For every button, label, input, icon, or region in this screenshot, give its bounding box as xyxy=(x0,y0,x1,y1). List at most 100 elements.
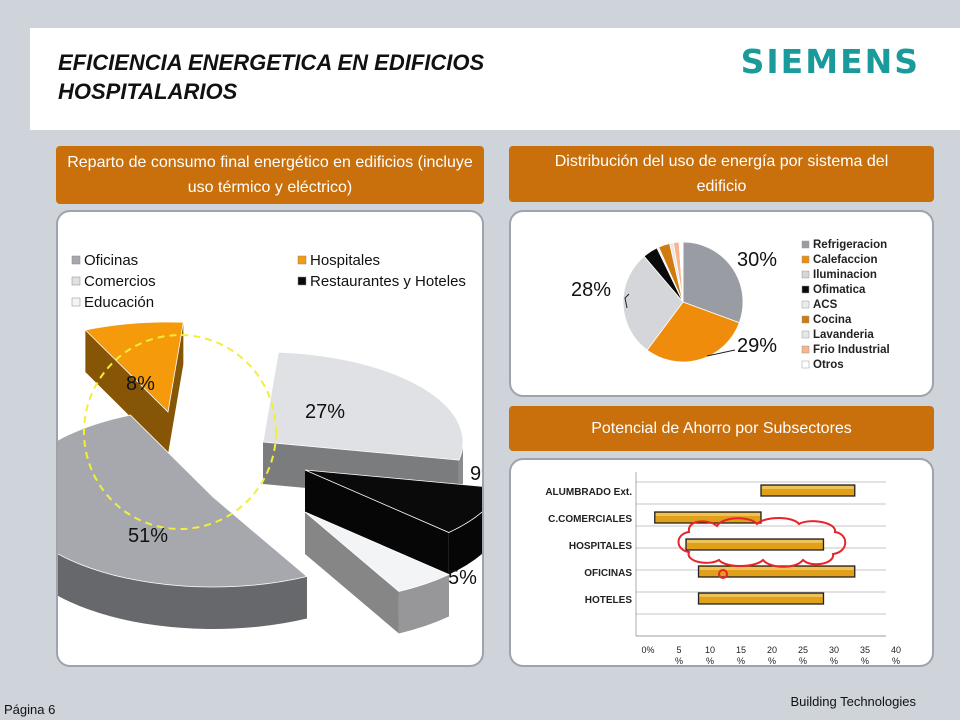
left-chart-band-text: Reparto de consumo final energético en e… xyxy=(67,154,473,196)
energy-use-pie-chart: 30% 29% 28% Refrigeracion Calefaccion Ilumina… xyxy=(571,239,890,371)
legend-label-comercios: Comercios xyxy=(84,273,156,290)
energy-label-refrigeracion: 30% xyxy=(737,249,777,271)
bar-shine-hospitales xyxy=(687,540,823,543)
leader-line-iluminacion xyxy=(624,293,630,309)
bar-alumbrado-ext xyxy=(760,484,856,497)
left-chart-band: Reparto de consumo final energético en e… xyxy=(56,146,484,204)
pie-slice-top-comercios xyxy=(262,351,464,461)
bar-shine-alumbrado-ext xyxy=(762,486,854,489)
energy-slice-calefaccion xyxy=(646,301,740,363)
x-tick-5: 25 xyxy=(798,645,808,655)
pie-slice-restaurantes-y-hoteles xyxy=(304,469,482,575)
right-top-band-text: Distribución del uso de energía por sist… xyxy=(554,153,889,195)
pie-label-restaurantes-y-hoteles: 9% xyxy=(470,463,484,485)
legend-swatch-hospitales xyxy=(297,255,307,265)
legend-label-educaci-n: Educación xyxy=(84,294,154,311)
bar-category-hoteles: HOTELES xyxy=(585,595,633,606)
energy-legend-swatch-calefaccion xyxy=(801,255,810,264)
legend-label-restaurantes-y-hoteles: Restaurantes y Hoteles xyxy=(310,273,466,290)
pie-slice-top-oficinas xyxy=(58,414,308,588)
x-tick-unit-4: % xyxy=(768,656,776,666)
bar-category-oficinas: OFICINAS xyxy=(584,568,632,579)
siemens-logo: SIEMENS xyxy=(740,42,920,81)
highlight-circle xyxy=(83,334,277,530)
energy-legend-swatch-frio-industrial xyxy=(801,345,810,354)
x-tick-unit-1: % xyxy=(675,656,683,666)
legend-label-hospitales: Hospitales xyxy=(310,252,380,269)
x-tick-3: 15 xyxy=(736,645,746,655)
x-tick-unit-6: % xyxy=(830,656,838,666)
plot-area xyxy=(636,472,886,636)
savings-bar-panel: ALUMBRADO Ext. C.COMERCIALES HOSPITALES OFI… xyxy=(509,458,934,667)
energy-legend-swatch-refrigeracion xyxy=(801,240,810,249)
energy-legend-swatch-ofimatica xyxy=(801,285,810,294)
right-top-band: Distribución del uso de energía por sist… xyxy=(509,146,934,202)
page-number: Página 6 xyxy=(4,702,56,717)
x-tick-6: 30 xyxy=(829,645,839,655)
consumption-pie-panel: Oficinas Hospitales Comercios Restaurantes … xyxy=(56,210,484,667)
pie-slice-rim-restaurantes-y-hoteles-0 xyxy=(448,511,482,575)
bar-shine-oficinas xyxy=(699,567,854,570)
consumption-pie-chart: Oficinas Hospitales Comercios Restaurantes … xyxy=(58,252,484,634)
x-tick-unit-3: % xyxy=(737,656,745,666)
right-bottom-band: Potencial de Ahorro por Subsectores xyxy=(509,406,934,451)
energy-legend-label-frio-industrial: Frio Industrial xyxy=(813,344,890,356)
x-tick-unit-5: % xyxy=(799,656,807,666)
legend-swatch-educaci-n xyxy=(71,297,81,307)
pie-slice-oficinas xyxy=(58,414,308,629)
right-bottom-band-text: Potencial de Ahorro por Subsectores xyxy=(591,420,852,437)
pie-slice-top-restaurantes-y-hoteles xyxy=(304,469,482,533)
x-tick-7: 35 xyxy=(860,645,870,655)
pie-label-comercios: 27% xyxy=(305,401,345,423)
legend-swatch-restaurantes-y-hoteles xyxy=(297,276,307,286)
page-title: EFICIENCIA ENERGETICA EN EDIFICIOS HOSPI… xyxy=(58,50,485,104)
energy-legend-label-lavanderia: Lavanderia xyxy=(813,329,874,341)
pie-slice-wall-restaurantes-y-hoteles-1 xyxy=(305,470,449,575)
energy-legend-label-iluminacion: Iluminacion xyxy=(813,269,877,281)
company-name: Building Technologies xyxy=(790,694,916,709)
energy-legend-label-otros: Otros xyxy=(813,359,844,371)
x-tick-4: 20 xyxy=(767,645,777,655)
energy-slice-iluminacion xyxy=(622,255,684,351)
energy-slice-refrigeracion xyxy=(682,241,744,324)
legend-swatch-comercios xyxy=(71,276,81,286)
pie-slice-wall-hospitales-0 xyxy=(85,330,168,454)
x-tick-2: 10 xyxy=(705,645,715,655)
bar-hoteles xyxy=(697,592,825,605)
pie-label-hospitales: 8% xyxy=(126,373,155,395)
energy-legend-swatch-acs xyxy=(801,300,810,309)
pie-slice-top-educaci-n xyxy=(304,511,450,592)
pie-slice-top-hospitales xyxy=(84,321,184,413)
header: EFICIENCIA ENERGETICA EN EDIFICIOS HOSPI… xyxy=(30,28,960,130)
energy-legend-swatch-iluminacion xyxy=(801,270,810,279)
x-tick-unit-2: % xyxy=(706,656,714,666)
bar-shine-c-comerciales xyxy=(655,513,760,516)
energy-legend-label-ofimatica: Ofimatica xyxy=(813,284,866,296)
energy-legend-label-refrigeracion: Refrigeracion xyxy=(813,239,887,251)
bar-category-c-comerciales: C.COMERCIALES xyxy=(548,514,632,525)
pie-slice-rim-oficinas-0 xyxy=(58,553,307,629)
pie-slice-hospitales xyxy=(84,321,184,454)
energy-legend-label-cocina: Cocina xyxy=(813,314,852,326)
bar-category-hospitales: HOSPITALES xyxy=(569,541,632,552)
bar-hospitales xyxy=(685,538,825,551)
legend-swatch-oficinas xyxy=(71,255,81,265)
pie-slice-wall-educaci-n-1 xyxy=(305,512,399,634)
energy-label-calefaccion: 29% xyxy=(737,335,777,357)
energy-legend-swatch-cocina xyxy=(801,315,810,324)
pie-slice-wall-hospitales-1 xyxy=(168,322,184,454)
energy-legend-label-calefaccion: Calefaccion xyxy=(813,254,878,266)
energy-use-pie-panel: 30% 29% 28% Refrigeracion Calefaccion Ilumina… xyxy=(509,210,934,397)
pie-slice-educaci-n xyxy=(304,511,450,634)
energy-legend-swatch-otros xyxy=(801,360,810,369)
energy-label-iluminacion: 28% xyxy=(571,279,611,301)
x-tick-1: 5 xyxy=(676,645,681,655)
leader-line-calefaccion xyxy=(706,349,736,357)
bar-category-alumbrado-ext: ALUMBRADO Ext. xyxy=(545,487,632,498)
pie-label-educaci-n: 5% xyxy=(448,567,477,589)
energy-legend-swatch-lavanderia xyxy=(801,330,810,339)
pie-slice-rim-educaci-n-0 xyxy=(398,574,449,634)
highlight-cloud xyxy=(677,517,847,568)
x-tick-unit-8: % xyxy=(892,656,900,666)
highlight-cloud-dot xyxy=(718,569,728,579)
